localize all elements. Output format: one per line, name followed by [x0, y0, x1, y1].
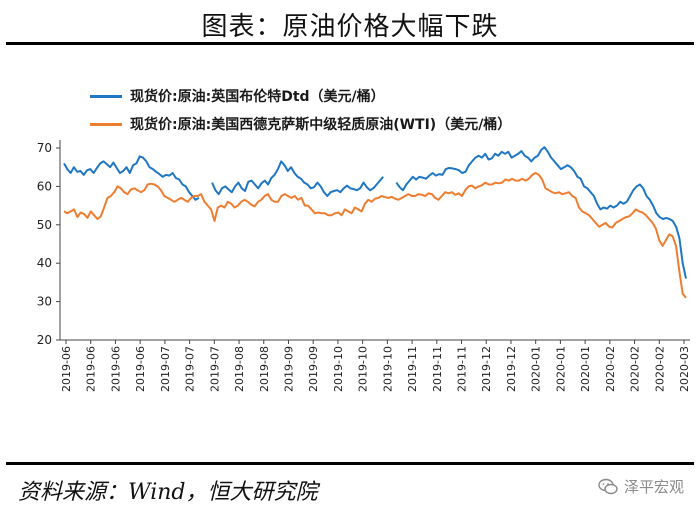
- watermark-label: 泽平宏观: [623, 478, 684, 496]
- x-tick-label: 2019-06: [60, 346, 73, 392]
- x-tick-label: 2019-10: [381, 346, 394, 392]
- series-line-brent: [63, 146, 687, 279]
- legend-swatch-wti: [90, 122, 122, 126]
- x-tick-label: 2020-02: [653, 346, 666, 392]
- x-tick-label: 2019-11: [431, 346, 444, 392]
- x-tick-label: 2019-11: [406, 346, 419, 392]
- x-tick-label: 2020-03: [678, 346, 691, 392]
- x-tick-label: 2019-07: [208, 346, 221, 392]
- x-tick-label: 2019-10: [357, 346, 370, 392]
- legend-item-brent: 现货价:原油:英国布伦特Dtd（美元/桶）: [90, 82, 511, 110]
- chart-legend: 现货价:原油:英国布伦特Dtd（美元/桶） 现货价:原油:美国西德克萨斯中级轻质…: [90, 82, 511, 138]
- x-tick-label: 2020-01: [579, 346, 592, 392]
- watermark: 泽平宏观: [598, 476, 684, 497]
- x-tick-label: 2019-08: [233, 346, 246, 392]
- x-tick-label: 2019-07: [159, 346, 172, 392]
- x-tick-label: 2019-09: [282, 346, 295, 392]
- y-tick-label: 50: [37, 218, 52, 232]
- legend-label-wti: 现货价:原油:美国西德克萨斯中级轻质原油(WTI)（美元/桶）: [130, 117, 512, 133]
- x-tick-label: 2020-02: [604, 346, 617, 392]
- x-tick-label: 2019-10: [332, 346, 345, 392]
- line-chart: 20 30 40 50 60 70 2019-06 2019-06 2019-06 2019-06…: [37, 140, 691, 392]
- legend-swatch-brent: [90, 94, 122, 98]
- y-tick-label: 20: [37, 333, 52, 347]
- legend-item-wti: 现货价:原油:美国西德克萨斯中级轻质原油(WTI)（美元/桶）: [90, 110, 511, 138]
- x-tick-label: 2019-12: [480, 346, 493, 392]
- x-tick-label: 2019-12: [505, 346, 518, 392]
- x-tick-label: 2019-11: [456, 346, 469, 392]
- y-tick-label: 30: [37, 295, 52, 309]
- x-tick-label: 2020-02: [629, 346, 642, 392]
- series-line-wti: [63, 172, 687, 299]
- x-tick-label: 2019-06: [134, 346, 147, 392]
- x-tick-label: 2020-01: [554, 346, 567, 392]
- x-tick-label: 2019-07: [184, 346, 197, 392]
- page-title: 图表：原油价格大幅下跌: [201, 12, 499, 42]
- y-tick-label: 40: [37, 256, 52, 270]
- x-tick-label: 2019-06: [85, 346, 98, 392]
- bottom-divider: [6, 462, 694, 465]
- x-tick-label: 2020-01: [530, 346, 543, 392]
- x-tick-label: 2019-09: [307, 346, 320, 392]
- x-tick-label: 2019-06: [109, 346, 122, 392]
- x-tick-label: 2019-08: [258, 346, 271, 392]
- y-tick-label: 60: [37, 179, 52, 193]
- top-divider: [6, 42, 694, 45]
- wechat-icon: [598, 478, 618, 494]
- y-tick-label: 70: [37, 141, 52, 155]
- source-note: 资料来源：Wind，恒大研究院: [18, 480, 318, 505]
- legend-label-brent: 现货价:原油:英国布伦特Dtd（美元/桶）: [130, 89, 385, 105]
